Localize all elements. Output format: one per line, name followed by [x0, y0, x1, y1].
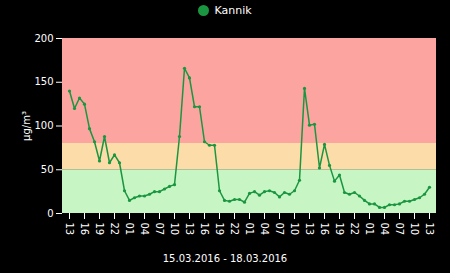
- svg-text:04: 04: [139, 223, 150, 236]
- svg-text:01: 01: [124, 223, 135, 236]
- svg-text:07: 07: [394, 223, 405, 236]
- svg-text:16: 16: [79, 223, 90, 236]
- svg-text:16: 16: [319, 223, 330, 236]
- svg-text:13: 13: [184, 223, 195, 236]
- svg-text:22: 22: [109, 223, 120, 236]
- svg-text:10: 10: [289, 223, 300, 236]
- svg-text:22: 22: [229, 223, 240, 236]
- svg-text:10: 10: [409, 223, 420, 236]
- svg-text:04: 04: [379, 223, 390, 236]
- svg-text:16: 16: [199, 223, 210, 236]
- svg-text:150: 150: [34, 76, 53, 87]
- svg-text:50: 50: [41, 164, 54, 175]
- svg-text:µg/m³: µg/m³: [21, 111, 32, 141]
- svg-text:0: 0: [47, 208, 53, 219]
- svg-text:07: 07: [154, 223, 165, 236]
- svg-text:07: 07: [274, 223, 285, 236]
- svg-text:04: 04: [259, 223, 270, 236]
- svg-text:13: 13: [304, 223, 315, 236]
- svg-text:22: 22: [349, 223, 360, 236]
- svg-text:13: 13: [424, 223, 435, 236]
- html-text:Kannik: Kannik: [214, 3, 252, 17]
- svg-text:10: 10: [169, 223, 180, 236]
- svg-text:19: 19: [214, 223, 225, 236]
- svg-text:19: 19: [334, 223, 345, 236]
- svg-text:01: 01: [364, 223, 375, 236]
- svg-text:100: 100: [34, 120, 53, 131]
- svg-text:01: 01: [244, 223, 255, 236]
- svg-text:19: 19: [94, 223, 105, 236]
- svg-text:200: 200: [34, 33, 53, 44]
- html-text:15.03.2016 - 18.03.2016: 15.03.2016 - 18.03.2016: [162, 253, 288, 264]
- svg-text:13: 13: [64, 223, 75, 236]
